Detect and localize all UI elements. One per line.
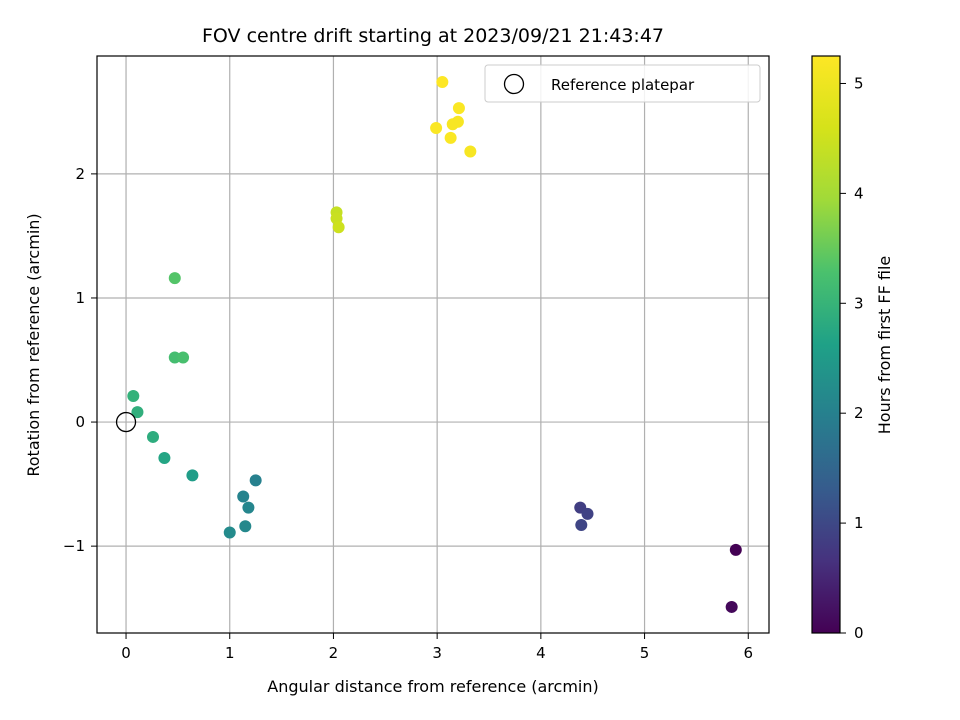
data-point xyxy=(168,272,181,285)
y-tick-label: 2 xyxy=(75,165,85,183)
data-point xyxy=(177,351,190,364)
colorbar-ticks: 0 1 2 3 4 5 xyxy=(840,74,864,642)
data-point xyxy=(223,526,236,539)
y-axis-ticks: −1 0 1 2 xyxy=(63,165,97,555)
data-point xyxy=(725,600,738,613)
x-tick-label: 6 xyxy=(743,644,753,662)
x-tick-label: 5 xyxy=(640,644,650,662)
colorbar-tick-label: 0 xyxy=(854,624,864,642)
y-tick-label: −1 xyxy=(63,537,85,555)
chart-title: FOV centre drift starting at 2023/09/21 … xyxy=(202,25,664,47)
data-point xyxy=(575,519,588,532)
grid xyxy=(97,56,769,633)
x-axis-ticks: 0 1 2 3 4 5 6 xyxy=(121,633,753,662)
x-tick-label: 0 xyxy=(121,644,131,662)
data-point xyxy=(436,76,449,89)
data-point xyxy=(186,469,199,482)
colorbar-tick-label: 4 xyxy=(854,184,864,202)
colorbar-label: Hours from first FF file xyxy=(875,256,894,435)
data-point xyxy=(239,520,252,533)
colorbar-frame xyxy=(811,55,841,634)
y-tick-label: 1 xyxy=(75,289,85,307)
data-point xyxy=(131,406,144,419)
data-point xyxy=(332,221,345,234)
legend-marker xyxy=(503,73,525,95)
data-point xyxy=(242,501,255,514)
data-point xyxy=(147,430,159,443)
reference-platepar-marker xyxy=(115,411,137,433)
x-tick-label: 2 xyxy=(329,644,339,662)
data-points xyxy=(127,76,742,613)
plot-frame xyxy=(96,55,770,634)
x-tick-label: 4 xyxy=(536,644,546,662)
y-axis-label: Rotation from reference (arcmin) xyxy=(24,213,43,476)
data-point xyxy=(729,543,742,556)
data-point xyxy=(446,118,459,131)
data-point xyxy=(237,490,250,503)
legend-box xyxy=(484,64,761,103)
x-tick-label: 3 xyxy=(432,644,442,662)
data-point xyxy=(127,389,140,402)
colorbar: 0 1 2 3 4 5 Hours from first FF file xyxy=(811,55,894,642)
reference-marker-group xyxy=(115,411,137,433)
data-point xyxy=(444,131,457,144)
data-point xyxy=(581,507,594,520)
y-tick-label: 0 xyxy=(75,413,85,431)
colorbar-gradient xyxy=(812,56,840,633)
data-point xyxy=(452,102,465,115)
colorbar-tick-label: 5 xyxy=(854,74,864,92)
x-axis-label: Angular distance from reference (arcmin) xyxy=(267,677,598,696)
data-point xyxy=(464,145,477,158)
data-point xyxy=(249,474,262,487)
colorbar-tick-label: 1 xyxy=(854,514,864,532)
colorbar-tick-label: 3 xyxy=(854,294,864,312)
legend: Reference platepar xyxy=(484,64,761,103)
legend-label: Reference platepar xyxy=(551,76,695,94)
x-tick-label: 1 xyxy=(225,644,235,662)
data-point xyxy=(168,351,181,364)
data-point xyxy=(430,121,443,134)
colorbar-tick-label: 2 xyxy=(854,404,864,422)
data-point xyxy=(158,452,171,465)
